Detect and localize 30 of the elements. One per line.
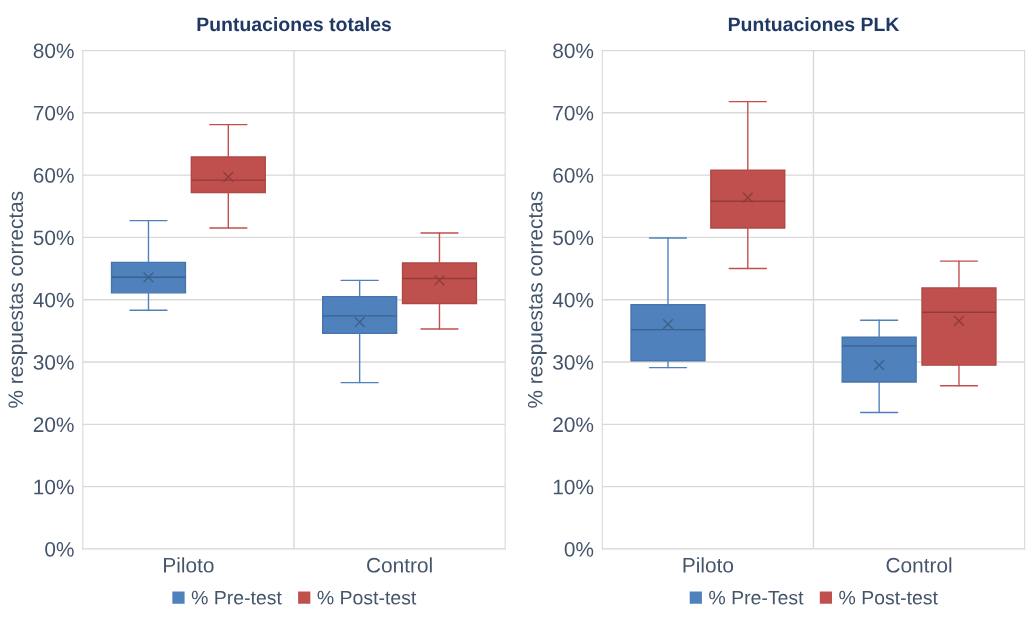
y-axis-title: % respuestas correctas <box>527 191 547 408</box>
chart-title: Puntuaciones PLK <box>728 16 900 32</box>
x-tick-label: Control <box>886 557 952 573</box>
y-tick-label: 60% <box>553 168 594 183</box>
y-tick-label: 80% <box>553 43 594 59</box>
y-tick-label: 40% <box>33 292 74 308</box>
y-tick-label: 50% <box>33 230 74 246</box>
y-tick-label: 40% <box>552 292 594 308</box>
y-tick-label: 70% <box>553 105 594 121</box>
y-tick-label: 80% <box>33 43 74 59</box>
y-tick-label: 20% <box>553 417 594 433</box>
y-tick-label: 70% <box>33 105 74 121</box>
y-tick-label: 10% <box>553 479 594 495</box>
legend-label: % Post-test <box>317 590 417 605</box>
x-tick-label: Piloto <box>164 557 214 573</box>
legend-label: % Pre-Test <box>709 590 804 605</box>
y-tick-label: 50% <box>553 230 594 246</box>
y-tick-label: 30% <box>33 355 74 370</box>
y-tick-label: 10% <box>34 479 74 495</box>
x-tick-label: Control <box>367 557 432 573</box>
y-tick-label: 20% <box>33 417 74 433</box>
chart-title: Puntuaciones totales <box>197 16 391 32</box>
y-tick-label: 0% <box>564 541 594 557</box>
y-axis-title: % respuestas correctas <box>8 191 28 408</box>
x-tick-label: Piloto <box>683 557 734 573</box>
y-tick-label: 60% <box>33 168 74 183</box>
legend-label: % Pre-test <box>191 590 282 605</box>
y-tick-label: 0% <box>45 541 74 557</box>
y-tick-label: 30% <box>553 355 594 370</box>
legend-label: % Post-test <box>839 590 938 605</box>
